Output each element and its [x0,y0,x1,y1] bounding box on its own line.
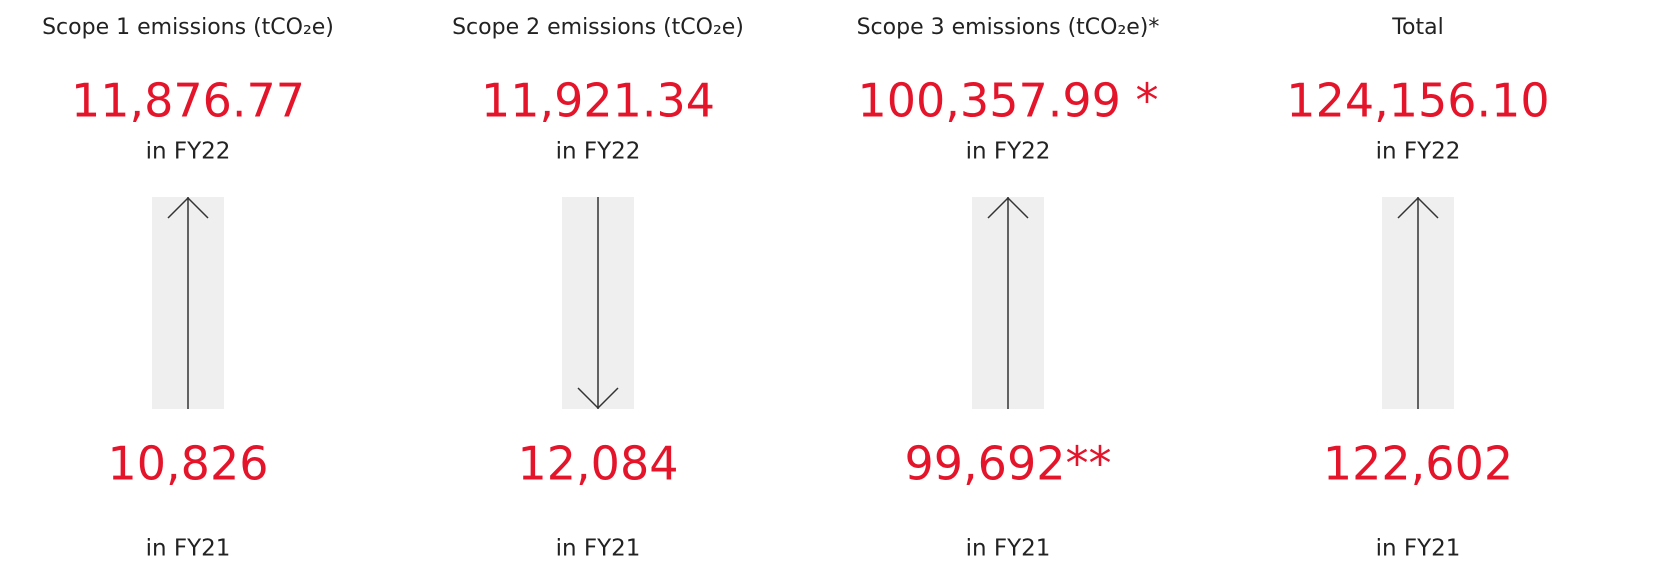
current-period: in FY22 [966,139,1051,165]
previous-period: in FY21 [146,536,231,562]
current-value: 100,357.99 * [858,74,1159,128]
previous-value: 10,826 [108,437,269,491]
arrow-head [1397,196,1439,219]
arrow-head [167,196,209,219]
column-title: Scope 1 emissions (tCO₂e) [42,15,334,40]
column-title: Scope 3 emissions (tCO₂e)* [857,15,1160,40]
previous-value: 122,602 [1323,437,1513,491]
arrow-head [987,196,1029,219]
column-title: Total [1391,15,1443,40]
arrow-head [577,387,619,410]
previous-value: 99,692** [905,437,1112,491]
previous-period: in FY21 [556,536,641,562]
column-title: Scope 2 emissions (tCO₂e) [452,15,744,40]
current-value: 124,156.10 [1286,74,1549,128]
current-value: 11,921.34 [481,74,715,128]
current-value: 11,876.77 [71,74,305,128]
current-period: in FY22 [556,139,641,165]
previous-period: in FY21 [966,536,1051,562]
current-period: in FY22 [1376,139,1461,165]
previous-value: 12,084 [518,437,679,491]
current-period: in FY22 [146,139,231,165]
previous-period: in FY21 [1376,536,1461,562]
